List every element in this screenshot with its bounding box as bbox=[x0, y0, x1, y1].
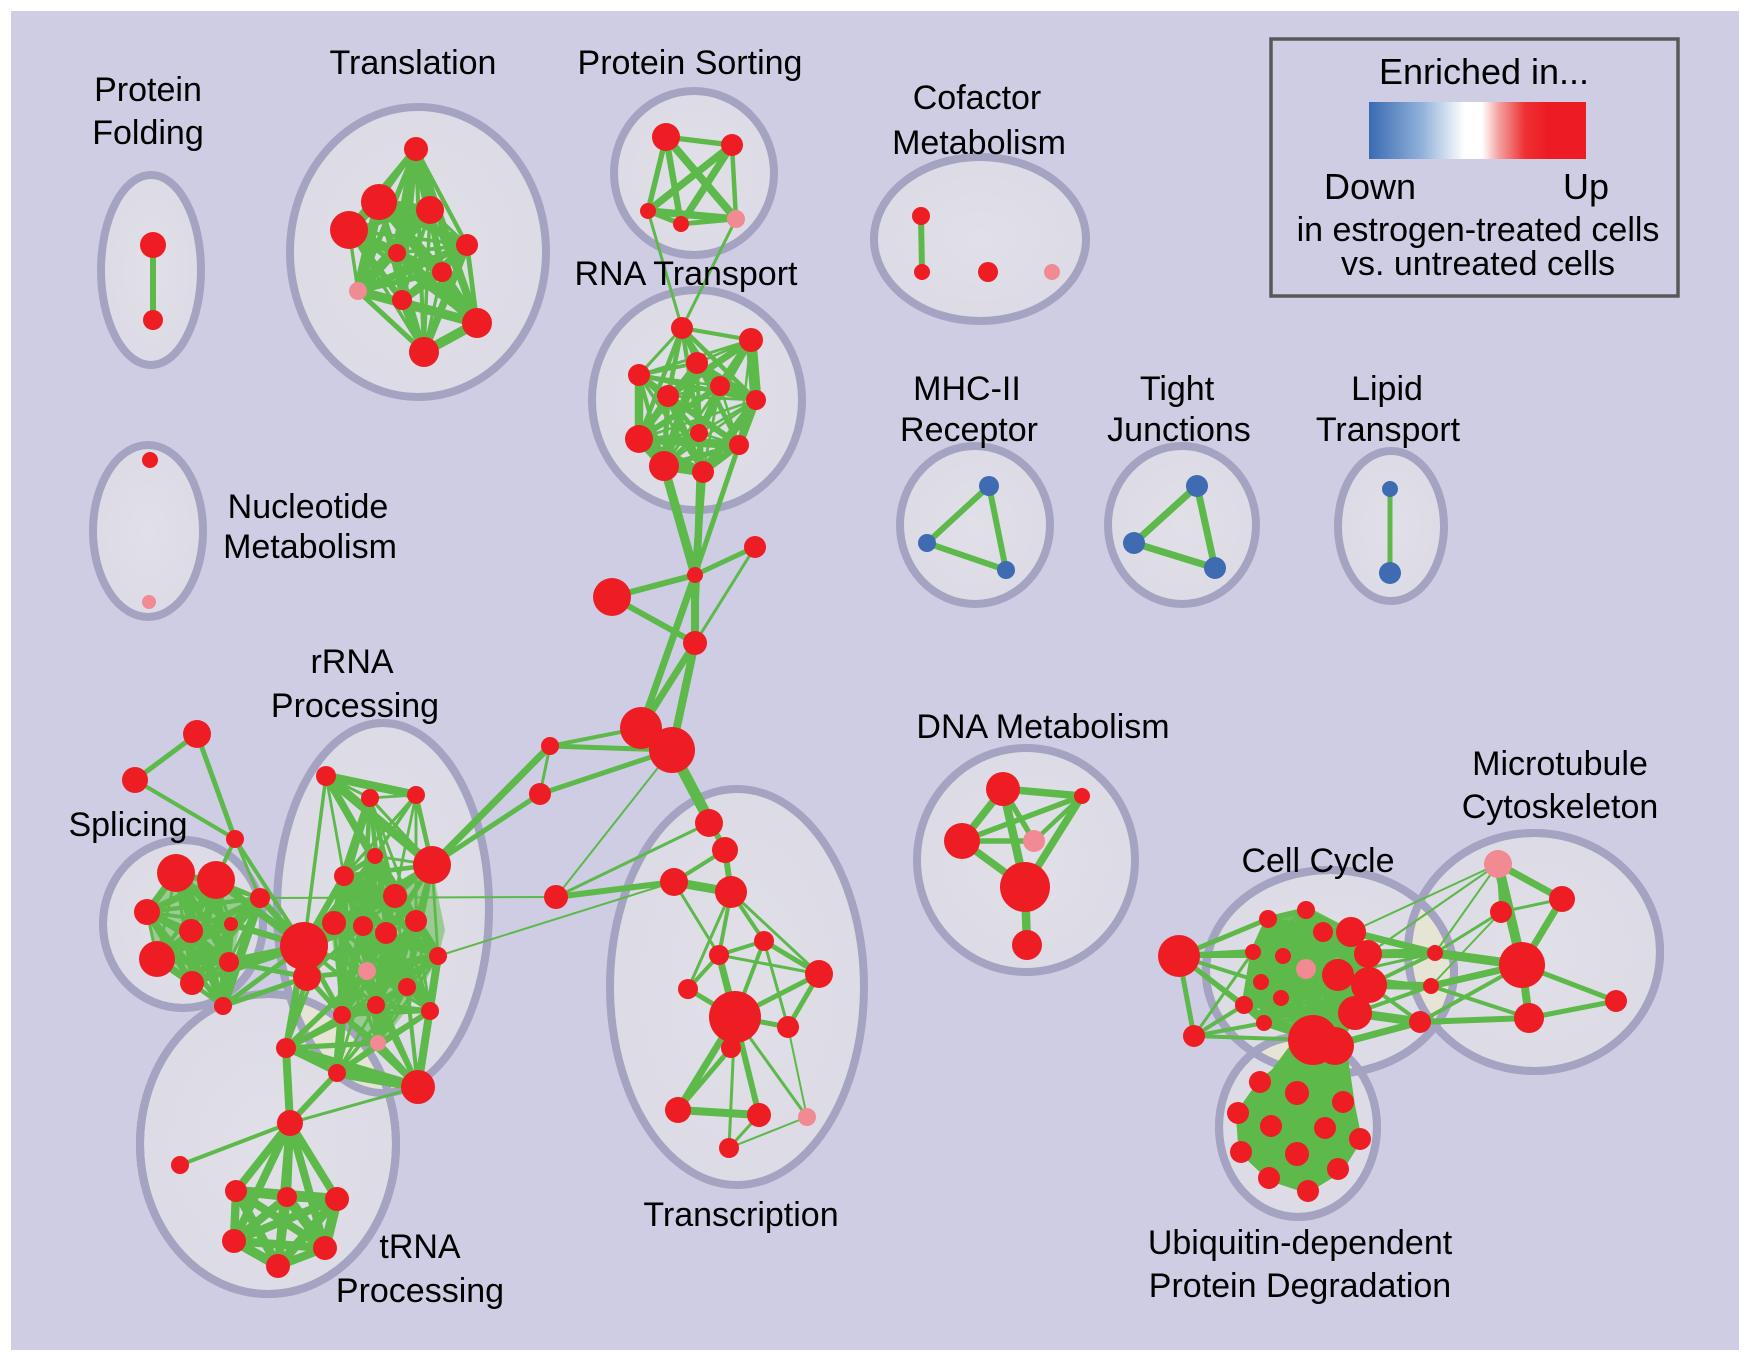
svg-text:Tight: Tight bbox=[1140, 370, 1215, 408]
svg-text:Receptor: Receptor bbox=[900, 411, 1038, 449]
svg-text:Protein: Protein bbox=[94, 71, 202, 109]
svg-text:Up: Up bbox=[1563, 166, 1609, 207]
svg-text:MHC-II: MHC-II bbox=[913, 370, 1021, 408]
svg-text:Metabolism: Metabolism bbox=[892, 124, 1066, 162]
svg-text:Folding: Folding bbox=[92, 114, 204, 152]
svg-text:Processing: Processing bbox=[271, 687, 439, 725]
svg-text:vs. untreated cells: vs. untreated cells bbox=[1341, 245, 1615, 283]
svg-text:Lipid: Lipid bbox=[1351, 370, 1423, 408]
svg-text:Metabolism: Metabolism bbox=[223, 528, 397, 566]
svg-text:Cofactor: Cofactor bbox=[913, 79, 1042, 117]
svg-text:Cytoskeleton: Cytoskeleton bbox=[1462, 788, 1659, 826]
svg-text:Splicing: Splicing bbox=[68, 806, 187, 844]
svg-text:Cell Cycle: Cell Cycle bbox=[1241, 842, 1394, 880]
svg-text:Transport: Transport bbox=[1316, 411, 1461, 449]
svg-text:Transcription: Transcription bbox=[643, 1196, 838, 1234]
svg-text:DNA Metabolism: DNA Metabolism bbox=[916, 708, 1169, 746]
svg-text:Microtubule: Microtubule bbox=[1472, 745, 1648, 783]
svg-text:rRNA: rRNA bbox=[310, 643, 393, 681]
svg-text:tRNA: tRNA bbox=[379, 1228, 461, 1266]
svg-text:Translation: Translation bbox=[330, 44, 497, 82]
svg-text:in estrogen-treated cells: in estrogen-treated cells bbox=[1297, 211, 1660, 249]
svg-text:Nucleotide: Nucleotide bbox=[228, 488, 389, 526]
svg-text:Ubiquitin-dependent: Ubiquitin-dependent bbox=[1148, 1224, 1453, 1262]
svg-text:Enriched in...: Enriched in... bbox=[1379, 51, 1589, 92]
svg-text:Protein Degradation: Protein Degradation bbox=[1149, 1267, 1451, 1305]
svg-text:Protein Sorting: Protein Sorting bbox=[578, 44, 803, 82]
svg-text:Down: Down bbox=[1324, 166, 1416, 207]
svg-text:Junctions: Junctions bbox=[1107, 411, 1251, 449]
svg-text:RNA Transport: RNA Transport bbox=[575, 255, 799, 293]
svg-text:Processing: Processing bbox=[336, 1272, 504, 1310]
